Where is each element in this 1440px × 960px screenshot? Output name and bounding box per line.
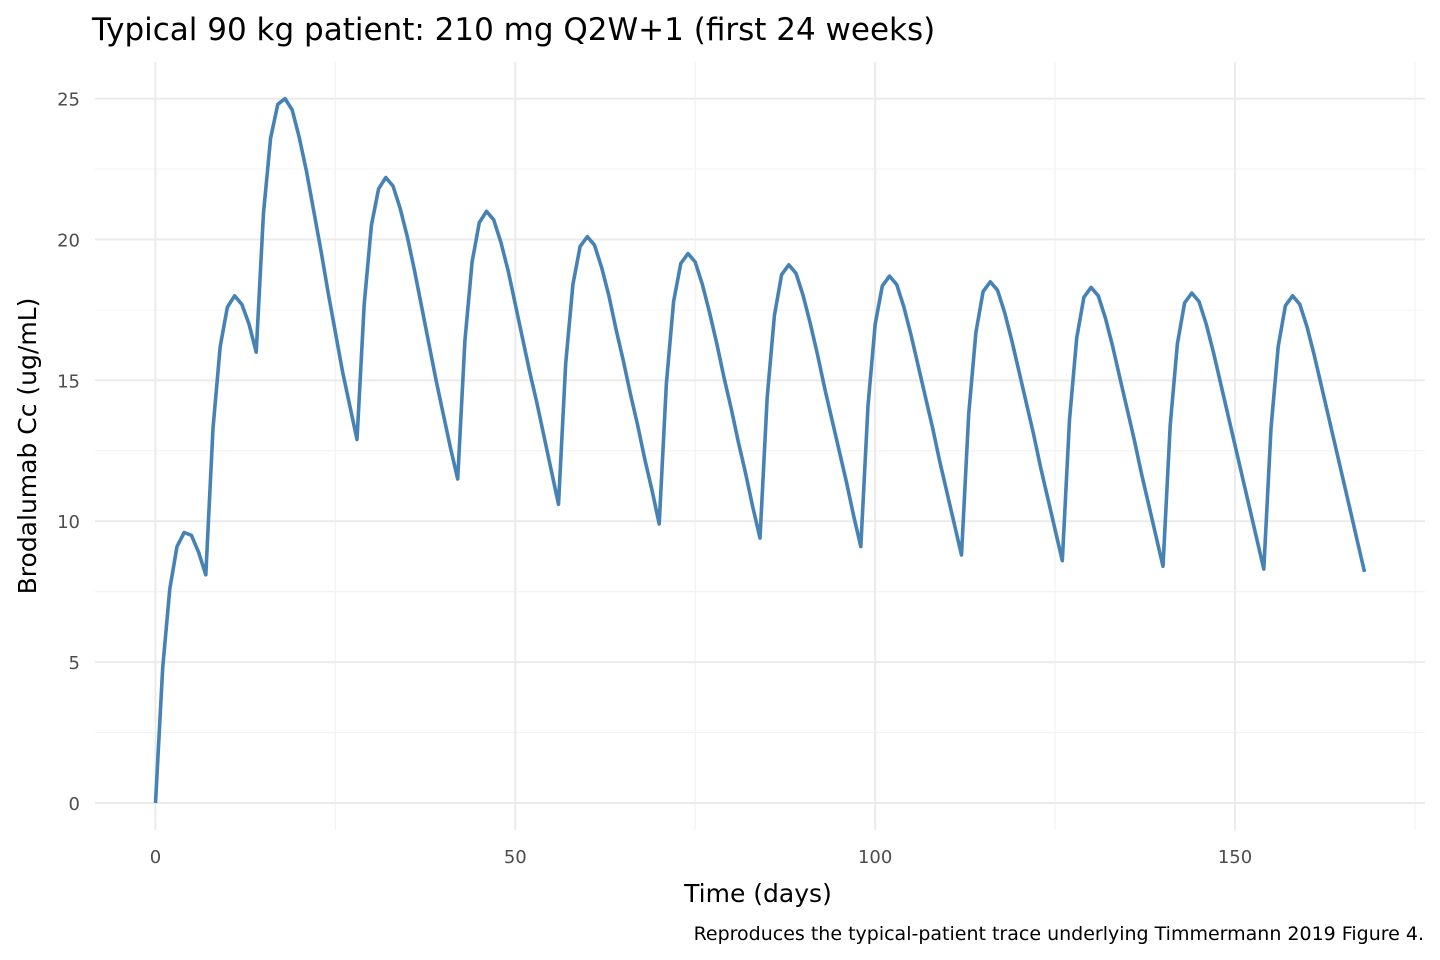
x-tick-label: 150 xyxy=(1218,847,1252,868)
x-tick-label: 50 xyxy=(504,847,527,868)
chart-title: Typical 90 kg patient: 210 mg Q2W+1 (fir… xyxy=(91,12,935,48)
y-tick-label: 0 xyxy=(69,794,80,815)
series-line xyxy=(153,96,1367,804)
tick-labels: 0 50 100 150 0 5 10 15 20 25 xyxy=(57,90,1252,868)
y-tick-label: 20 xyxy=(57,230,80,251)
y-tick-label: 15 xyxy=(57,371,80,392)
x-tick-label: 0 xyxy=(150,847,161,868)
grid xyxy=(95,62,1425,830)
y-tick-label: 5 xyxy=(69,653,80,674)
y-tick-label: 25 xyxy=(57,90,80,111)
y-axis-label: Brodalumab Cc (ug/mL) xyxy=(13,298,42,595)
caption: Reproduces the typical-patient trace und… xyxy=(694,923,1424,945)
x-axis-label: Time (days) xyxy=(683,879,832,908)
y-tick-label: 10 xyxy=(57,512,80,533)
x-tick-label: 100 xyxy=(858,847,892,868)
